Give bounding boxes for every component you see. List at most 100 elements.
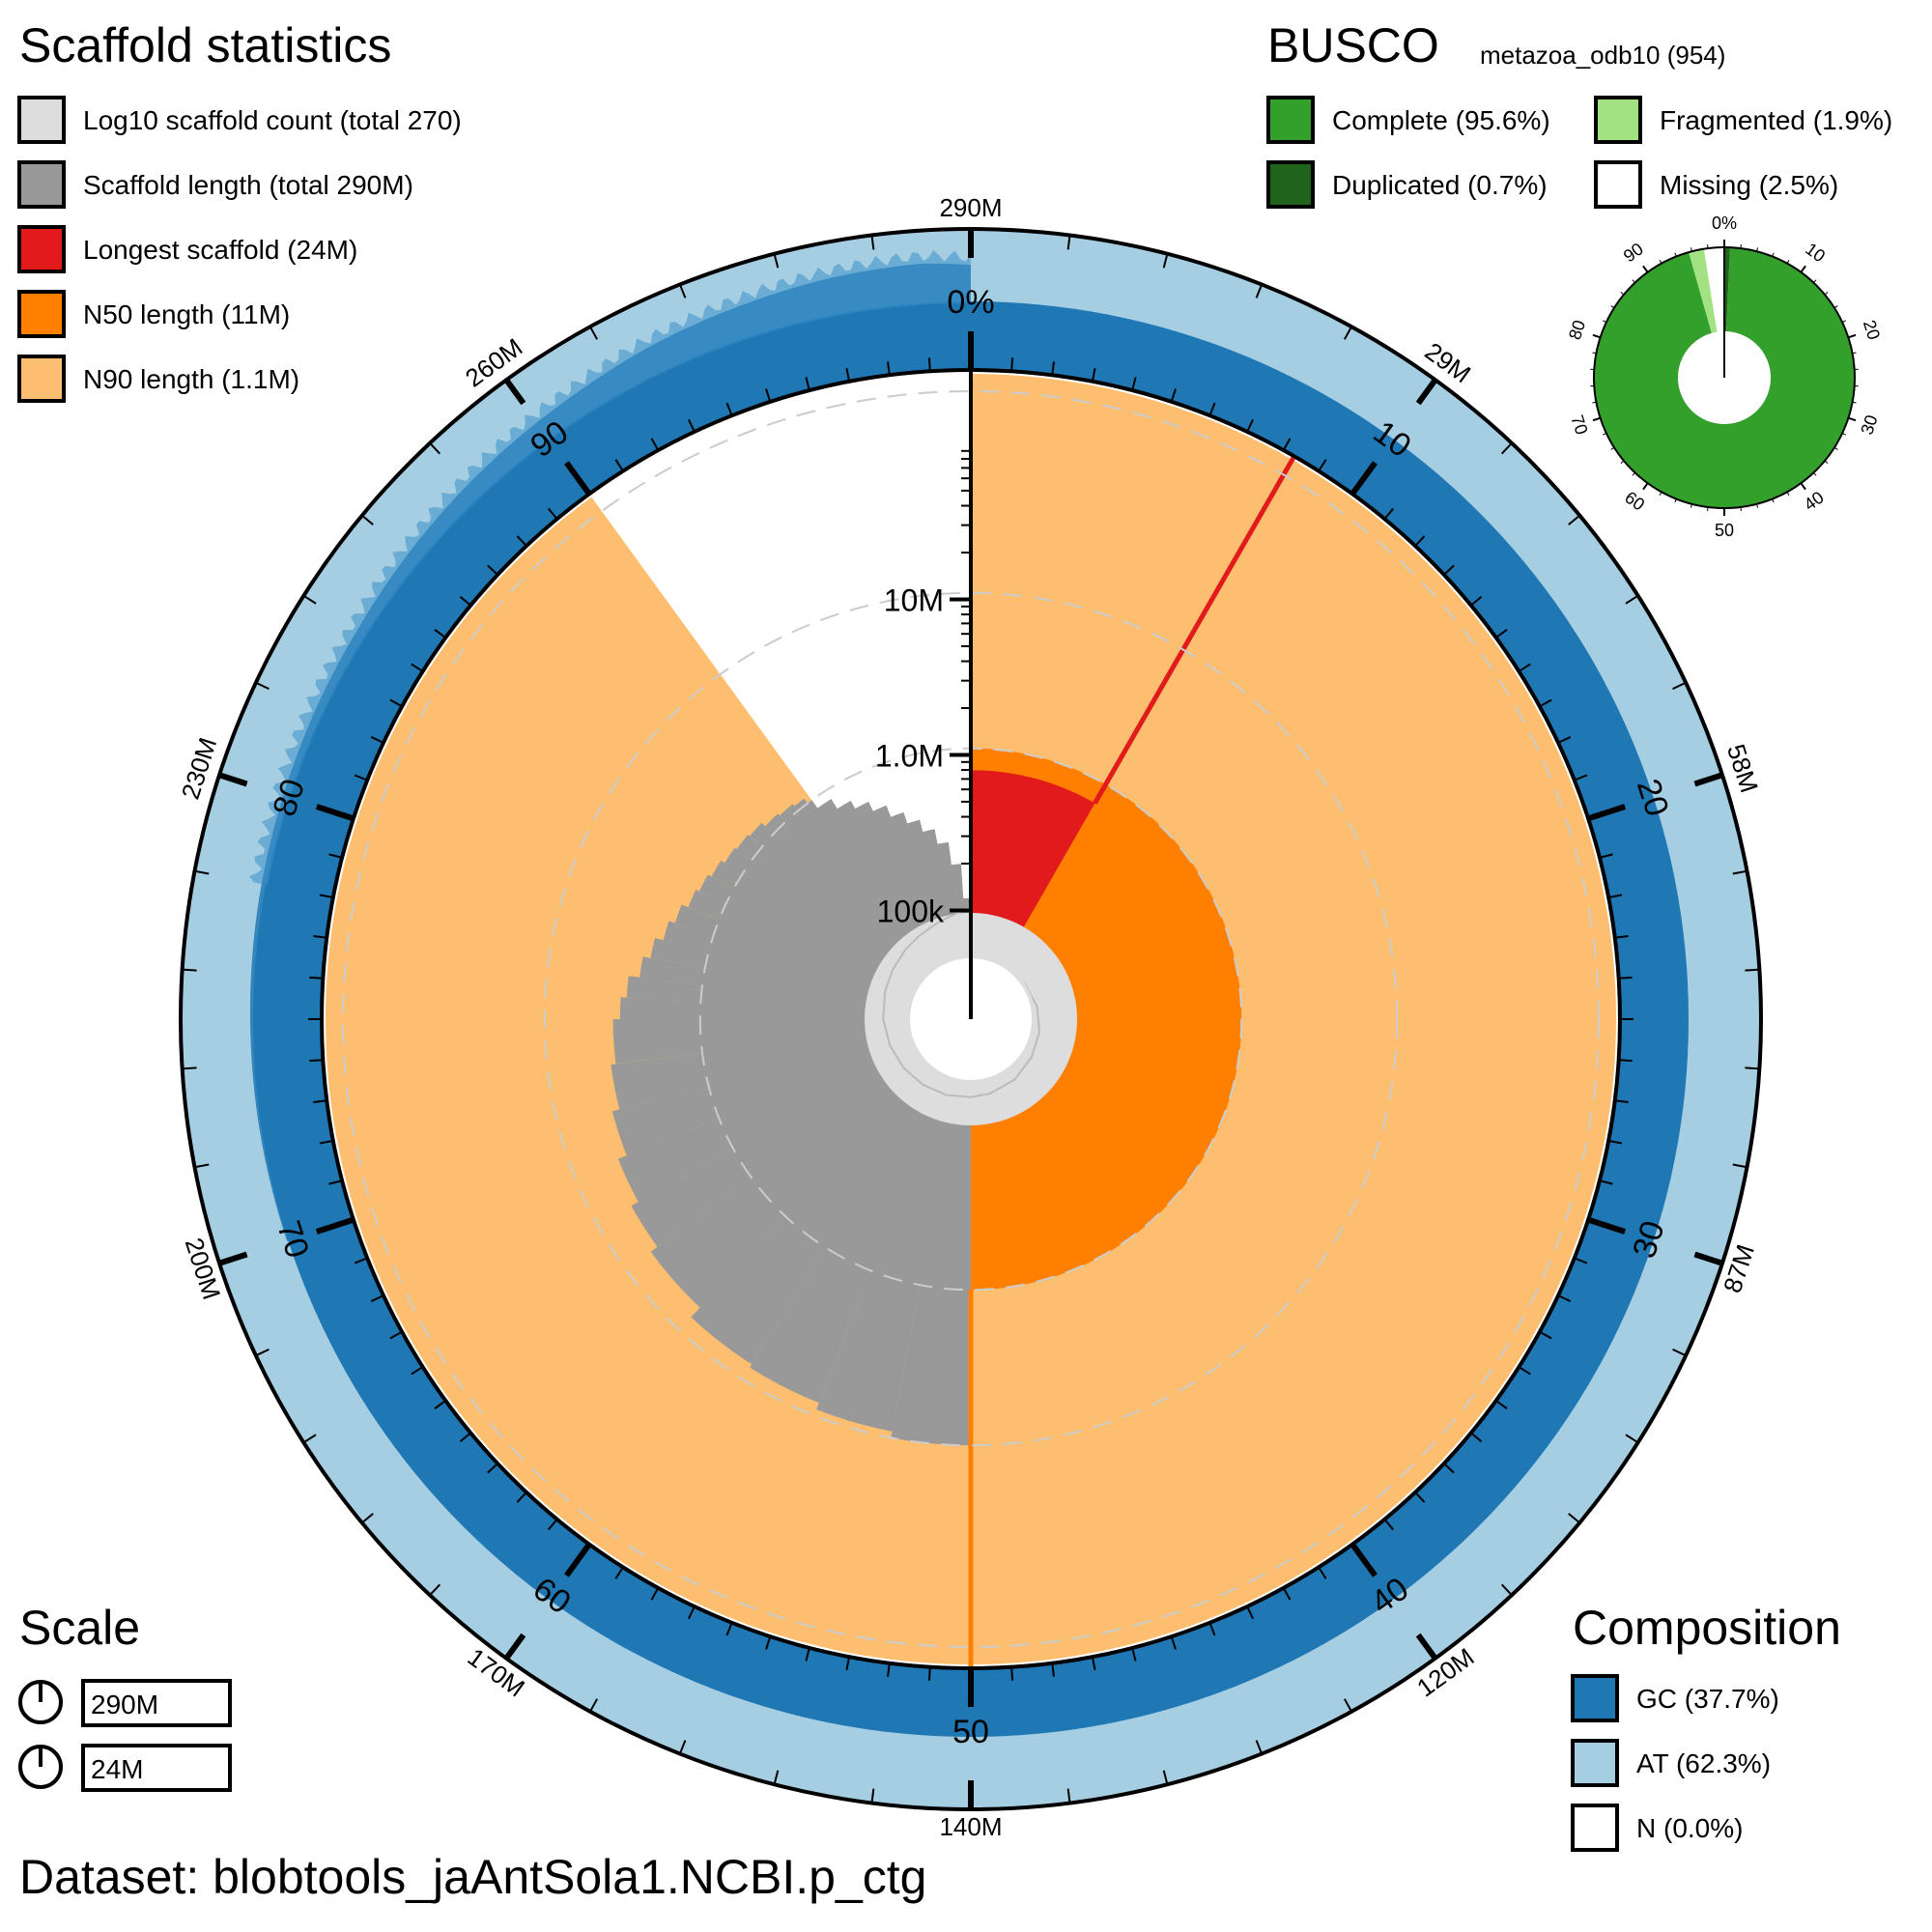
percent-tick (1246, 1605, 1254, 1620)
scaffold-legend-item-label: Longest scaffold (24M) (83, 235, 357, 265)
busco-pie-tick (1786, 259, 1790, 264)
scaffold-legend-item-swatch (17, 96, 66, 144)
length-tick (1343, 326, 1352, 340)
percent-tick (487, 564, 498, 576)
busco-pie-tick (1674, 252, 1677, 257)
busco-pie-tick (1610, 446, 1615, 450)
percent-tick (547, 507, 558, 520)
scale-value: 24M (91, 1754, 143, 1784)
percent-tick (313, 1099, 327, 1103)
busco-pie-tick (1674, 498, 1677, 503)
percent-tick (354, 1257, 368, 1264)
percent-tick (1574, 1257, 1588, 1264)
busco-pie-tick (1848, 333, 1857, 339)
percent-tick (1170, 388, 1177, 403)
busco-pie-tick (1707, 506, 1709, 511)
scaffold-legend-item-swatch (17, 290, 66, 338)
busco-pie-tick-label: 70 (1567, 412, 1591, 437)
busco-legend-item-swatch (1594, 96, 1642, 144)
percent-tick (1557, 736, 1572, 744)
busco-legend: Complete (95.6%) Fragmented (1.9%) Duplica… (1266, 96, 1892, 209)
percent-tick (313, 935, 327, 939)
percent-tick (315, 1216, 355, 1235)
percent-tick (434, 628, 446, 639)
percent-tick (1282, 438, 1292, 451)
percent-tick (1557, 1294, 1572, 1302)
percent-tick (765, 388, 772, 403)
busco-legend-item-label: Complete (95.6%) (1332, 105, 1550, 135)
percent-tick (1518, 663, 1531, 672)
percent-tick (1618, 1059, 1633, 1063)
busco-pie-tick (1841, 320, 1846, 323)
busco-single-slice (1593, 247, 1855, 508)
length-tick (1745, 1066, 1760, 1070)
percent-tick (1470, 595, 1483, 607)
reference-circle-2 (342, 390, 1600, 1648)
length-tick (773, 1770, 780, 1785)
percent-tick (389, 1330, 403, 1340)
snail-chart: 100k1.0M10M0%102030405060708090290M29M58… (176, 193, 1764, 1841)
percent-tick (1539, 698, 1552, 708)
busco-pie-tick (1772, 498, 1775, 503)
busco-pie-tick (1841, 433, 1846, 436)
length-tick (194, 1163, 210, 1169)
scaffold-length-wedge (891, 1019, 971, 1446)
percent-tick (1518, 1366, 1531, 1376)
scaffold-legend-item-swatch (17, 160, 66, 209)
scaffold-legend-item-label: Log10 scaffold count (total 270) (83, 105, 462, 135)
busco-pie-tick (1632, 472, 1635, 476)
percent-tick (328, 853, 343, 859)
busco-pie-tick (1603, 320, 1607, 323)
scale-value: 290M (91, 1690, 158, 1719)
percent-tick (370, 1294, 384, 1302)
percent-tick (887, 361, 891, 376)
busco-pie-tick (1800, 265, 1806, 273)
busco-pie-tick (1642, 482, 1649, 491)
length-tick (429, 1583, 441, 1596)
length-tick (589, 1698, 599, 1713)
length-tick (218, 1251, 248, 1266)
scale-box (81, 1679, 232, 1727)
busco-pie-tick (1756, 503, 1759, 508)
length-tick (1693, 1251, 1723, 1266)
percent-tick (1495, 628, 1508, 639)
length-tick (429, 442, 441, 455)
scale-legend: 290M 24M (18, 1679, 232, 1792)
busco-legend-item-swatch (1266, 96, 1315, 144)
percent-tick (887, 1662, 891, 1677)
scaffold-legend-item-label: N90 length (1.1M) (83, 364, 299, 394)
busco-title: BUSCO (1267, 18, 1439, 72)
busco-pie-tick (1852, 401, 1857, 404)
percent-tick-label: 0% (947, 284, 994, 321)
scaffold-length-wedge (750, 1019, 971, 1404)
length-tick (678, 1740, 687, 1754)
length-tick (361, 1513, 374, 1524)
length-tick (1568, 1513, 1580, 1524)
composition-legend-item-swatch (1571, 1804, 1619, 1852)
percent-tick (614, 1566, 624, 1579)
busco-pie-tick (1690, 247, 1692, 252)
percent-tick (1443, 1463, 1455, 1474)
length-tick (870, 235, 875, 250)
percent-tick (1414, 535, 1426, 547)
percent-tick (1208, 1622, 1216, 1636)
percent-tick (650, 1587, 660, 1601)
scaffold-legend-item-swatch (17, 225, 66, 273)
percent-tick (434, 1400, 446, 1410)
scaffold-legend-item-label: Scaffold length (total 290M) (83, 170, 413, 200)
busco-pie-tick (1772, 252, 1775, 257)
length-tick (1162, 1770, 1169, 1785)
length-tick (589, 326, 599, 340)
busco-duplicated-slice (1724, 247, 1730, 332)
busco-pie-tick (1659, 259, 1662, 264)
percent-tick (1131, 1647, 1137, 1662)
length-tick (1066, 235, 1071, 250)
length-tick (1625, 594, 1639, 605)
busco-pie: 0% 10 20 30 40 50 60 70 80 90 (1565, 213, 1884, 540)
percent-tick (1587, 804, 1627, 822)
length-tick-label: 140M (939, 1812, 1002, 1841)
scaffold-stats-title: Scaffold statistics (19, 18, 391, 72)
percent-tick (1539, 1330, 1552, 1340)
percent-tick (459, 595, 471, 607)
percent-tick (1350, 461, 1378, 497)
